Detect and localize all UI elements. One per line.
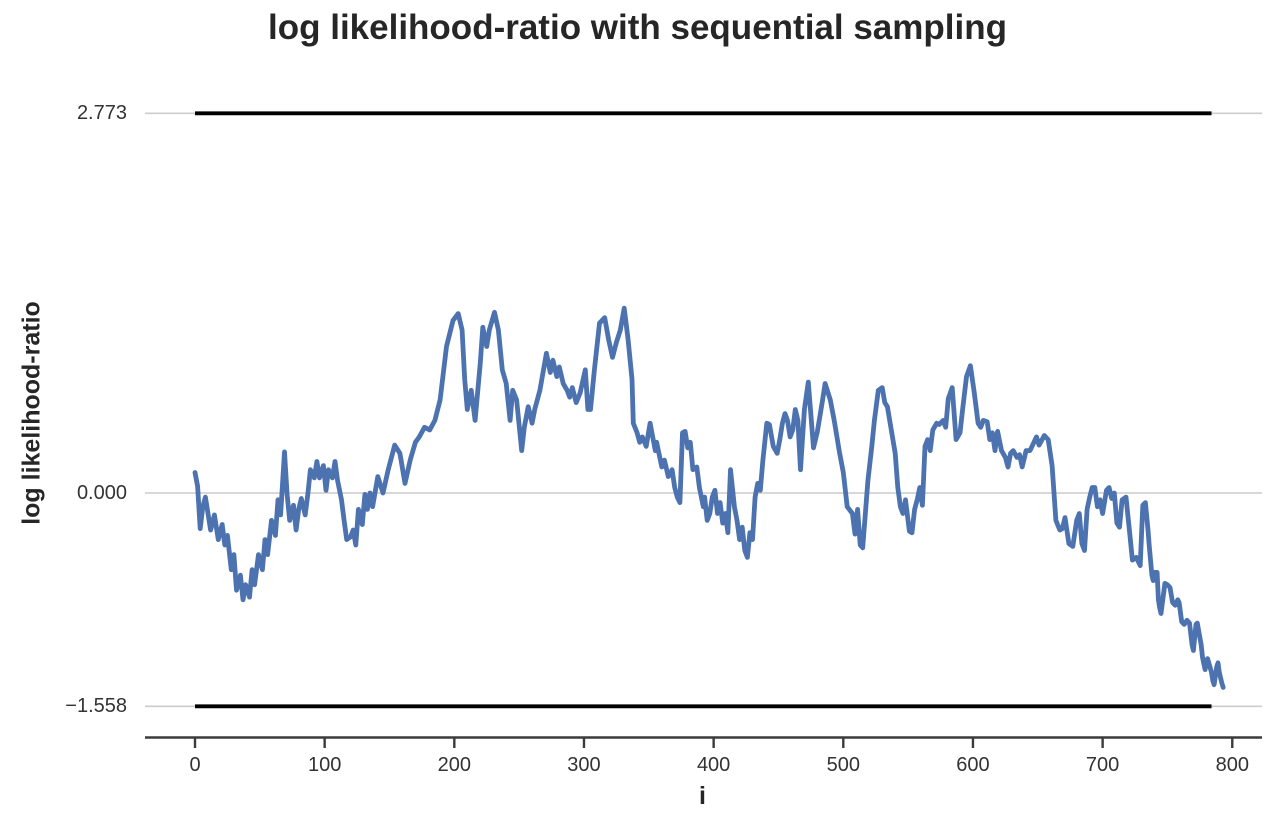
x-tick-label: 100 xyxy=(307,754,342,776)
y-tick-label: 2.773 xyxy=(76,102,127,125)
x-tick-label: 200 xyxy=(437,754,471,776)
x-tick-label: 300 xyxy=(567,754,601,776)
series-line xyxy=(192,305,1226,690)
y-tick-label: 0.000 xyxy=(76,482,127,504)
x-tick-label: 0 xyxy=(189,754,201,776)
x-tick-label: 400 xyxy=(696,754,731,776)
x-tick-label: 600 xyxy=(956,754,990,776)
x-axis-label: i xyxy=(699,782,706,810)
chart-title: log likelihood-ratio with sequential sam… xyxy=(268,8,1007,47)
x-tick-label: 800 xyxy=(1215,754,1249,776)
x-tick-label: 700 xyxy=(1085,754,1120,776)
y-tick-label: −1.558 xyxy=(65,695,127,718)
x-tick-label: 500 xyxy=(826,754,860,776)
